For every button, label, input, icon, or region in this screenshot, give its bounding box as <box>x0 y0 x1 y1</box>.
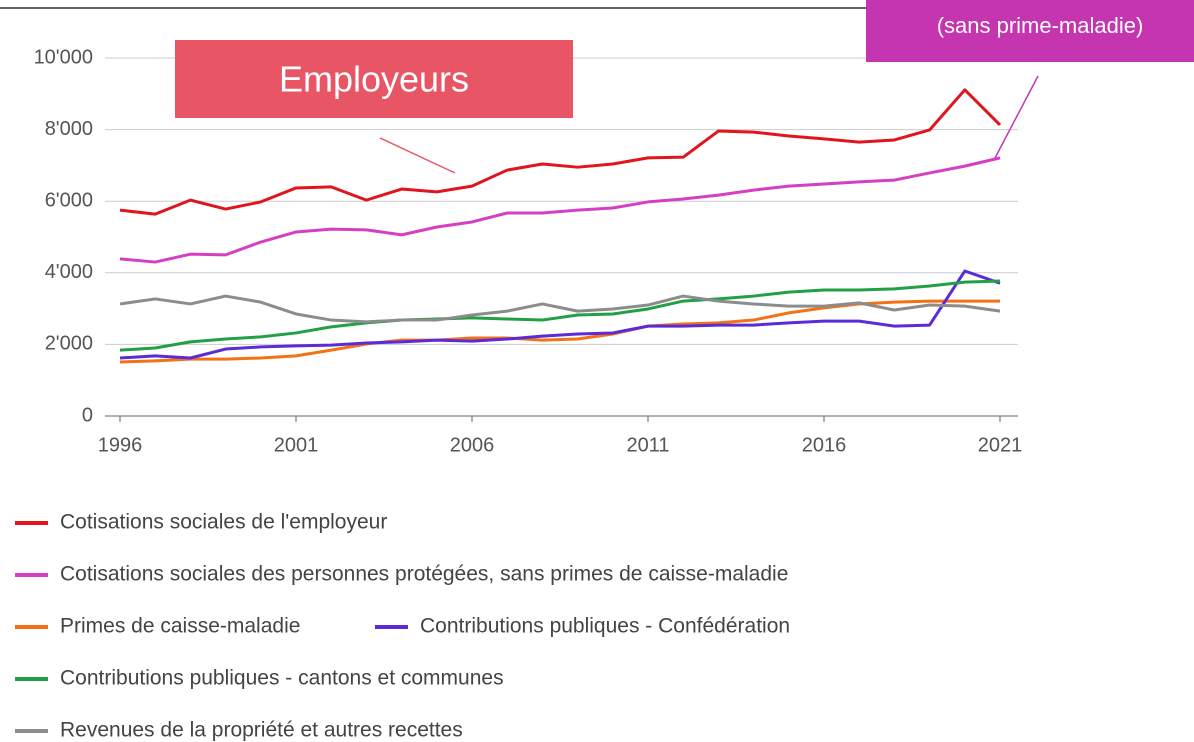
x-tick-label: 2006 <box>450 434 495 456</box>
legend-label: Contributions publiques - cantons et com… <box>60 667 504 690</box>
annotation-box <box>175 40 573 118</box>
legend-label: Contributions publiques - Confédération <box>420 615 790 638</box>
legend-label: Cotisations sociales de l'employeur <box>60 511 387 534</box>
x-tick-label: 2016 <box>802 434 847 456</box>
series-line <box>119 88 1002 216</box>
annotation-pointer <box>994 75 1039 159</box>
y-tick-label: 8'000 <box>45 118 93 140</box>
series-line <box>119 156 1001 264</box>
y-tick-label: 6'000 <box>45 189 93 211</box>
y-tick-label: 10'000 <box>34 46 93 68</box>
series-line <box>119 299 1000 364</box>
x-tick-label: 2001 <box>274 434 319 456</box>
legend-label: Cotisations sociales des personnes proté… <box>60 563 788 586</box>
y-tick-label: 4'000 <box>45 261 93 283</box>
annotation-box <box>866 0 1194 62</box>
series-line <box>119 294 1001 324</box>
annotation: (sans prime-maladie) <box>937 13 1144 38</box>
series-line <box>119 269 1001 360</box>
legend-label: Primes de caisse-maladie <box>60 615 300 638</box>
x-tick-label: 1996 <box>98 434 143 456</box>
annotation-pointer <box>379 137 456 174</box>
series-line <box>119 279 1001 352</box>
x-tick-label: 2011 <box>626 434 669 456</box>
x-tick-label: 2021 <box>978 434 1023 456</box>
y-tick-label: 2'000 <box>45 333 93 355</box>
annotation: Employeurs <box>279 59 469 100</box>
legend-label: Revenues de la propriété et autres recet… <box>60 719 463 742</box>
y-tick-label: 0 <box>82 404 93 426</box>
